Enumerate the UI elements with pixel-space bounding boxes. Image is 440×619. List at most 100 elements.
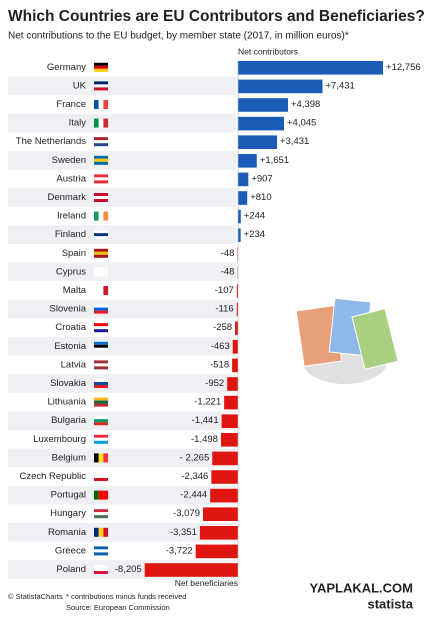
value-label: -8,205 — [115, 564, 142, 575]
flag — [94, 509, 108, 513]
row-band — [8, 151, 236, 170]
category-label: Austria — [56, 173, 86, 184]
flag — [94, 68, 108, 72]
flag — [94, 549, 108, 553]
bar — [238, 228, 241, 242]
bar — [238, 79, 323, 94]
flag — [103, 286, 109, 295]
value-label: +234 — [244, 229, 265, 240]
flag — [94, 158, 108, 162]
credit: © StatistaCharts — [8, 592, 63, 601]
bar — [227, 377, 238, 391]
flag — [94, 286, 99, 295]
bar — [238, 98, 289, 112]
value-label: -48 — [221, 266, 235, 277]
flag — [103, 118, 109, 128]
flag — [94, 437, 108, 441]
flag — [94, 490, 99, 500]
flag — [94, 62, 108, 66]
value-label: -1,498 — [191, 434, 218, 445]
bar — [212, 451, 238, 466]
bar — [211, 470, 238, 484]
flag — [94, 366, 108, 370]
value-label: -3,722 — [166, 545, 193, 556]
flag — [94, 248, 108, 252]
bar — [202, 507, 238, 521]
bar — [238, 172, 249, 187]
flag — [94, 236, 108, 240]
category-label: Ireland — [57, 211, 86, 222]
flag — [94, 422, 108, 426]
row-band — [8, 299, 236, 319]
value-label: -952 — [205, 378, 224, 389]
flag — [94, 254, 108, 258]
bar — [232, 340, 238, 354]
flag — [94, 568, 108, 571]
value-label: -116 — [215, 304, 233, 315]
flag — [94, 211, 99, 221]
flag — [103, 211, 109, 221]
flag — [94, 400, 108, 404]
bar — [210, 488, 238, 503]
bar — [238, 209, 241, 224]
flag — [94, 230, 108, 234]
value-label: +12,756 — [386, 62, 421, 73]
flag — [94, 571, 108, 574]
row-band — [8, 523, 236, 542]
category-label: Cyprus — [56, 266, 86, 277]
bar — [232, 358, 238, 373]
flag — [98, 527, 104, 537]
flag — [98, 211, 104, 221]
value-label: - 2,265 — [180, 452, 210, 463]
flag — [94, 180, 108, 184]
row-band — [8, 337, 236, 356]
category-label: Lithuania — [47, 397, 86, 408]
flag — [94, 512, 108, 516]
value-label: +810 — [250, 192, 271, 203]
value-label: -3,079 — [173, 508, 200, 519]
value-label: -107 — [215, 285, 234, 296]
row-band — [8, 76, 236, 96]
flag — [94, 100, 99, 109]
flag — [94, 193, 108, 196]
flag — [94, 360, 108, 364]
watermark: YAPLAKAL.COM — [309, 580, 413, 595]
value-label: -48 — [221, 248, 235, 259]
flag — [94, 379, 108, 382]
row-band — [8, 225, 236, 244]
flag — [94, 363, 108, 367]
value-label: -3,351 — [170, 527, 197, 538]
flag — [94, 140, 108, 144]
category-label: Spain — [62, 248, 86, 259]
flag — [94, 382, 108, 385]
bar — [238, 154, 257, 168]
category-label: Slovakia — [50, 378, 87, 389]
category-label: Poland — [56, 564, 86, 575]
flag — [98, 286, 104, 295]
flag — [94, 270, 108, 274]
category-label: The Netherlands — [16, 136, 86, 147]
flag — [94, 118, 99, 128]
flag — [94, 416, 108, 420]
flag — [94, 403, 108, 407]
flag — [94, 251, 108, 255]
bar — [238, 61, 384, 75]
category-label: Denmark — [47, 192, 86, 203]
flag — [94, 472, 108, 475]
flag — [94, 515, 108, 519]
flag — [94, 199, 108, 202]
value-label: +907 — [251, 173, 272, 184]
flag — [94, 475, 108, 478]
flag — [94, 329, 108, 333]
flag — [94, 137, 108, 141]
flag — [94, 565, 108, 568]
flag — [94, 323, 108, 327]
flag — [94, 478, 108, 481]
bar — [221, 414, 238, 428]
value-label: -1,441 — [192, 415, 219, 426]
category-label: Czech Republic — [19, 471, 86, 482]
bar — [199, 526, 238, 540]
flag — [103, 100, 109, 109]
bar — [144, 563, 238, 577]
